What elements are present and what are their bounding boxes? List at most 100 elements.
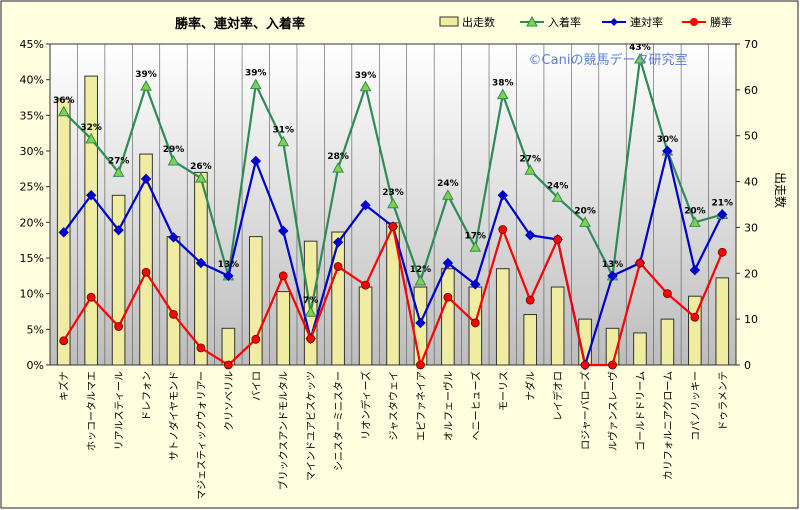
x-tick-label: エピファネイア bbox=[415, 371, 427, 441]
legend-swatch bbox=[439, 16, 459, 27]
point-marker bbox=[414, 274, 427, 286]
x-tick-label: ナダル bbox=[524, 371, 537, 401]
point-marker bbox=[524, 164, 537, 175]
data-label: 20% bbox=[684, 206, 706, 216]
point-marker bbox=[469, 241, 482, 252]
point-marker bbox=[140, 173, 152, 185]
series-markers bbox=[57, 52, 729, 371]
x-tick-label: シニスターミニスター bbox=[333, 371, 345, 471]
point-marker bbox=[635, 258, 645, 268]
y-tick-label: 25% bbox=[20, 181, 44, 194]
data-label: 39% bbox=[245, 69, 267, 79]
point-marker bbox=[442, 189, 454, 200]
x-tick-label: レイデオロ bbox=[552, 371, 565, 421]
point-marker bbox=[360, 200, 371, 211]
point-marker bbox=[525, 295, 535, 305]
point-marker bbox=[86, 292, 96, 302]
point-marker bbox=[608, 360, 617, 370]
data-label: 39% bbox=[135, 70, 157, 80]
legend-marker bbox=[526, 15, 538, 27]
point-marker bbox=[250, 155, 262, 167]
point-marker bbox=[442, 257, 454, 269]
y-tick-label: 40% bbox=[20, 74, 44, 87]
data-label: 27% bbox=[108, 156, 130, 166]
point-marker bbox=[114, 322, 123, 331]
y-tick-label: 5% bbox=[27, 323, 44, 336]
y2-tick-label: 20 bbox=[744, 267, 758, 280]
data-label: 17% bbox=[465, 231, 487, 241]
bar bbox=[276, 291, 291, 366]
bar bbox=[660, 318, 675, 366]
data-labels: 36% 32% 27% 39% 29% 26% 13% 39% 31% 7% 28% 39% 23% 12… bbox=[53, 43, 733, 306]
point-marker bbox=[85, 190, 97, 201]
data-label: 24% bbox=[547, 181, 569, 191]
x-tick-label: モーリス bbox=[499, 371, 510, 411]
x-tick-label: ジャスタウェイ bbox=[388, 371, 400, 441]
data-label: 30% bbox=[657, 135, 679, 145]
point-marker bbox=[470, 318, 480, 328]
point-marker bbox=[663, 289, 672, 299]
y-tick-label: 10% bbox=[20, 288, 44, 301]
x-tick-label: ゴールドドリーム bbox=[634, 371, 647, 451]
point-marker bbox=[470, 279, 481, 290]
x-tick-label: オルフェーヴル bbox=[442, 371, 455, 441]
point-marker bbox=[140, 80, 152, 91]
point-marker bbox=[388, 222, 398, 232]
legend-label: 出走数 bbox=[462, 15, 495, 29]
y2-tick-label: 10 bbox=[744, 313, 758, 326]
point-marker bbox=[278, 225, 289, 237]
point-marker bbox=[304, 306, 317, 317]
data-label: 32% bbox=[80, 123, 102, 133]
legend-label: 入着率 bbox=[548, 15, 581, 29]
point-marker bbox=[332, 162, 344, 173]
data-label: 27% bbox=[519, 154, 541, 164]
x-tick-label: サトノダイヤモンド bbox=[167, 371, 180, 461]
point-marker bbox=[168, 232, 179, 243]
data-label: 7% bbox=[303, 296, 318, 306]
point-marker bbox=[551, 191, 564, 202]
bar bbox=[139, 153, 153, 366]
data-label: 36% bbox=[53, 96, 75, 106]
x-tick-label: ロジャーバローズ bbox=[579, 371, 592, 450]
y-tick-label: 45% bbox=[20, 38, 44, 51]
data-label: 43% bbox=[629, 43, 651, 53]
point-marker bbox=[688, 216, 701, 227]
x-tick-label: カリフォルニアクローム bbox=[662, 371, 674, 480]
point-marker bbox=[167, 154, 180, 166]
bar bbox=[633, 332, 647, 366]
point-marker bbox=[580, 360, 590, 370]
point-marker bbox=[196, 343, 206, 353]
bar bbox=[166, 236, 181, 366]
data-label: 21% bbox=[712, 198, 734, 208]
data-label: 23% bbox=[382, 188, 404, 198]
point-marker bbox=[634, 52, 646, 64]
data-label: 28% bbox=[327, 152, 349, 162]
data-label: 13% bbox=[602, 260, 624, 270]
point-marker bbox=[141, 267, 151, 277]
point-marker bbox=[278, 271, 288, 281]
x-tick-label: ブリックスアンドモルタル bbox=[277, 371, 290, 490]
point-marker bbox=[223, 270, 234, 282]
legend-label: 勝率 bbox=[710, 15, 732, 29]
point-marker bbox=[607, 270, 618, 282]
point-marker bbox=[524, 229, 536, 241]
point-marker bbox=[361, 280, 370, 290]
point-marker bbox=[496, 88, 509, 100]
point-marker bbox=[387, 197, 399, 209]
point-marker bbox=[57, 105, 70, 117]
point-marker bbox=[58, 227, 69, 238]
point-marker bbox=[497, 190, 508, 201]
point-marker bbox=[579, 216, 591, 227]
y-tick-label: 30% bbox=[20, 145, 44, 158]
point-marker bbox=[195, 257, 207, 269]
data-label: 38% bbox=[492, 79, 514, 89]
bar bbox=[248, 236, 263, 366]
point-marker bbox=[249, 78, 262, 90]
x-tick-label: バイロ bbox=[251, 371, 263, 401]
point-marker bbox=[251, 334, 261, 344]
bar bbox=[523, 314, 538, 366]
y2-axis-title: 出走数 bbox=[773, 172, 788, 208]
x-tick-label: ヘニーヒューズ bbox=[469, 371, 482, 441]
y-tick-label: 20% bbox=[20, 216, 44, 229]
bar bbox=[495, 268, 510, 366]
